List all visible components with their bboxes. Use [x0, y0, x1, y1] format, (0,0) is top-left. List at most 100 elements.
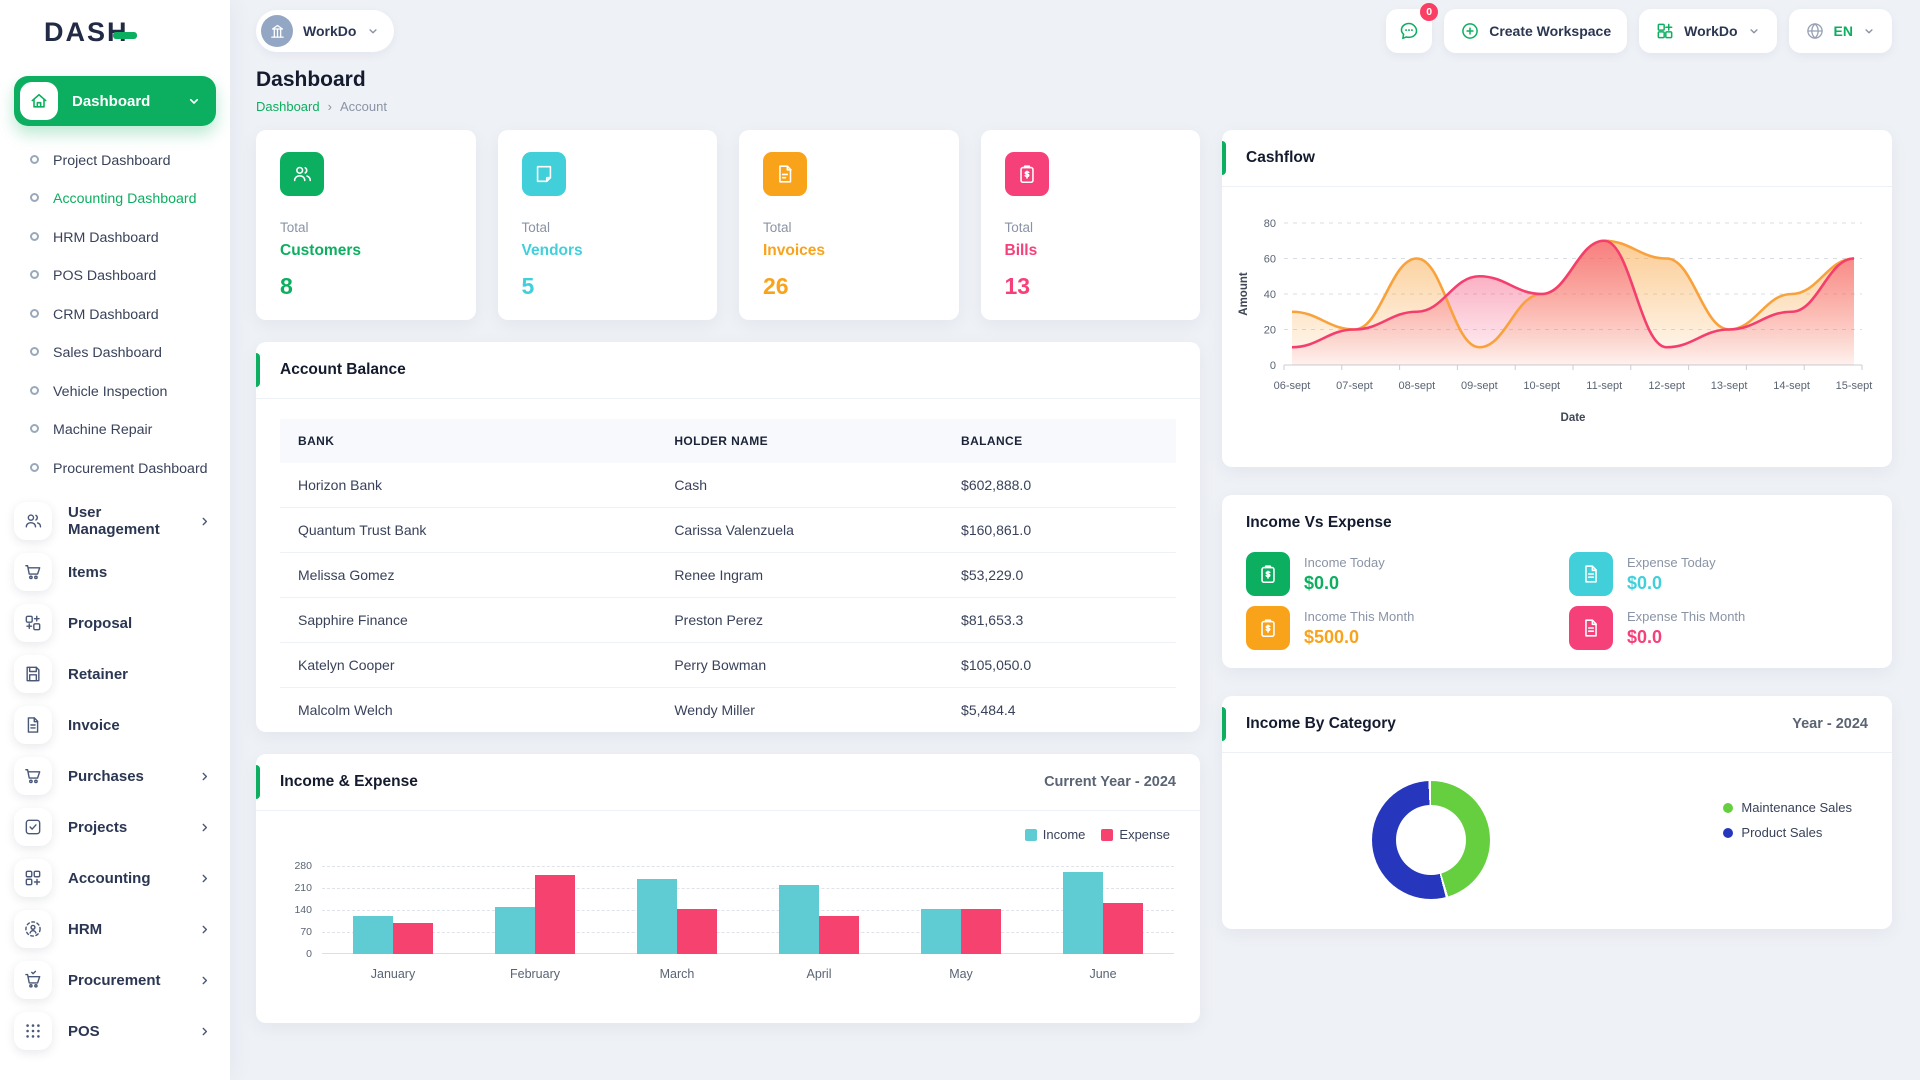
- stats-row: Total Customers 8 Total Vendors 5 Total Invoice…: [256, 130, 1200, 320]
- ring-icon: [30, 424, 39, 434]
- y-tick-label: 280: [294, 860, 312, 872]
- sidebar-item-accounting[interactable]: Accounting: [14, 857, 220, 899]
- bar-group-june: June: [1032, 866, 1174, 981]
- sidebar-item-projects[interactable]: Projects: [14, 806, 220, 848]
- stat-total-label: Total: [521, 220, 551, 235]
- chevron-down-icon: [1749, 29, 1758, 34]
- sidebar-item-sales-dashboard[interactable]: Sales Dashboard: [30, 334, 230, 372]
- bar-group-march: March: [606, 866, 748, 981]
- messages-button[interactable]: 0: [1386, 3, 1439, 53]
- clipboard-dollar-icon: [1246, 606, 1290, 650]
- ring-icon: [30, 231, 39, 241]
- language-selector[interactable]: EN: [1788, 9, 1892, 53]
- svg-text:40: 40: [1264, 289, 1276, 301]
- sidebar: DASH Dashboard Project Dashboard Accounti…: [0, 0, 230, 1080]
- sidebar-item-purchases[interactable]: Purchases: [14, 755, 220, 797]
- sidebar-item-pos-dashboard[interactable]: POS Dashboard: [30, 257, 230, 295]
- bar-expense: [819, 916, 859, 954]
- clipboard-dollar-icon: [1004, 152, 1049, 196]
- sidebar-item-label: POS: [68, 1022, 100, 1040]
- stat-value: 13: [1004, 273, 1031, 299]
- balance-cell: $81,653.3: [943, 597, 1176, 643]
- chevron-down-icon: [369, 29, 378, 34]
- sidebar-item-invoice[interactable]: Invoice: [14, 704, 220, 746]
- svg-text:10-sept: 10-sept: [1523, 380, 1560, 392]
- sidebar-item-label: Items: [68, 563, 108, 581]
- stat-value: 5: [521, 273, 535, 299]
- income-expense-chart: Income Expense 0 70 140 210 280 January Februa…: [256, 811, 1200, 1023]
- sidebar-item-dashboard[interactable]: Dashboard: [14, 76, 216, 126]
- logo-dash-accent: [112, 31, 137, 39]
- sidebar-item-hrm[interactable]: HRM: [14, 908, 220, 950]
- panel-title: Income By Category: [1246, 715, 1396, 732]
- ivse-tile-expense-this-month: Expense This Month $0.0: [1569, 606, 1868, 650]
- legend-label: Income: [1042, 827, 1086, 842]
- sidebar-item-label: Dashboard: [72, 92, 151, 110]
- category-label: January: [370, 967, 416, 981]
- holder-name-cell: Cash: [656, 463, 944, 508]
- header-accent: [256, 353, 260, 387]
- sidebar-item-label: CRM Dashboard: [53, 306, 159, 323]
- svg-text:14-sept: 14-sept: [1773, 380, 1810, 392]
- stat-value: 26: [763, 273, 789, 299]
- header-accent: [256, 765, 260, 799]
- header-accent: [1222, 141, 1226, 175]
- stat-total-label: Total: [763, 220, 792, 235]
- breadcrumb-dashboard[interactable]: Dashboard: [256, 99, 320, 114]
- bar-expense: [1103, 902, 1143, 954]
- income-expense-panel: Income & Expense Current Year - 2024 Inc…: [256, 754, 1200, 1023]
- category-label: June: [1089, 967, 1117, 981]
- y-tick-label: 0: [306, 948, 312, 960]
- breadcrumb-account: Account: [339, 99, 387, 114]
- legend-item-income[interactable]: Income: [1024, 827, 1086, 842]
- sidebar-item-user-management[interactable]: User Management: [14, 500, 220, 542]
- file-lines-icon: [1569, 552, 1613, 596]
- workdo-menu-button[interactable]: WorkDo: [1639, 9, 1777, 53]
- proposal-icon: [14, 604, 52, 643]
- cart-icon: [14, 553, 52, 592]
- sidebar-item-hrm-dashboard[interactable]: HRM Dashboard: [30, 219, 230, 257]
- cashflow-panel: Cashflow 0 20 40 60 80 06-sept 07-sept 08-sept 0…: [1222, 130, 1892, 467]
- balance-cell: $53,229.0: [943, 552, 1176, 598]
- column-header-balance: BALANCE: [943, 419, 1176, 463]
- sidebar-item-project-dashboard[interactable]: Project Dashboard: [30, 142, 230, 180]
- ivse-label: Expense Today: [1627, 554, 1716, 570]
- create-workspace-button[interactable]: Create Workspace: [1444, 9, 1628, 53]
- create-workspace-label: Create Workspace: [1489, 23, 1612, 39]
- svg-text:15-sept: 15-sept: [1836, 380, 1873, 392]
- sidebar-item-vehicle-inspection[interactable]: Vehicle Inspection: [30, 373, 230, 411]
- ring-icon: [30, 385, 39, 395]
- workspace-switcher[interactable]: WorkDo: [256, 10, 395, 52]
- sidebar-item-proposal[interactable]: Proposal: [14, 602, 220, 644]
- svg-text:12-sept: 12-sept: [1648, 380, 1685, 392]
- sidebar-item-label: POS Dashboard: [53, 268, 157, 285]
- sidebar-item-items[interactable]: Items: [14, 551, 220, 593]
- sidebar-item-procurement-dashboard[interactable]: Procurement Dashboard: [30, 450, 230, 488]
- bar-income: [637, 878, 677, 954]
- holder-name-cell: Renee Ingram: [656, 552, 944, 598]
- file-icon: [14, 706, 52, 745]
- app-logo[interactable]: DASH: [0, 0, 230, 64]
- header-accent: [1222, 707, 1226, 741]
- svg-text:0: 0: [1270, 360, 1276, 372]
- sidebar-item-pos[interactable]: POS: [14, 1010, 220, 1052]
- sidebar-item-accounting-dashboard[interactable]: Accounting Dashboard: [30, 180, 230, 218]
- svg-text:Amount: Amount: [1238, 272, 1250, 316]
- ivse-tile-income-today: Income Today $0.0: [1246, 552, 1545, 596]
- invoice-icon: [763, 152, 807, 196]
- table-row: Melissa Gomez Renee Ingram $53,229.0: [280, 552, 1176, 598]
- stat-total-label: Total: [1004, 220, 1034, 235]
- legend-item-expense[interactable]: Expense: [1101, 827, 1170, 842]
- bank-cell: Katelyn Cooper: [280, 642, 657, 688]
- chevron-right-icon: [197, 922, 212, 937]
- sidebar-item-retainer[interactable]: Retainer: [14, 653, 220, 695]
- ring-icon: [30, 193, 39, 203]
- sidebar-item-procurement[interactable]: Procurement: [14, 959, 220, 1001]
- legend-swatch: [1101, 828, 1114, 841]
- sidebar-item-machine-repair[interactable]: Machine Repair: [30, 411, 230, 449]
- legend-item-product-sales[interactable]: Product Sales: [1723, 825, 1852, 840]
- svg-text:07-sept: 07-sept: [1336, 380, 1373, 392]
- bank-cell: Sapphire Finance: [280, 597, 657, 643]
- sidebar-item-crm-dashboard[interactable]: CRM Dashboard: [30, 296, 230, 334]
- legend-item-maintenance-sales[interactable]: Maintenance Sales: [1723, 800, 1852, 815]
